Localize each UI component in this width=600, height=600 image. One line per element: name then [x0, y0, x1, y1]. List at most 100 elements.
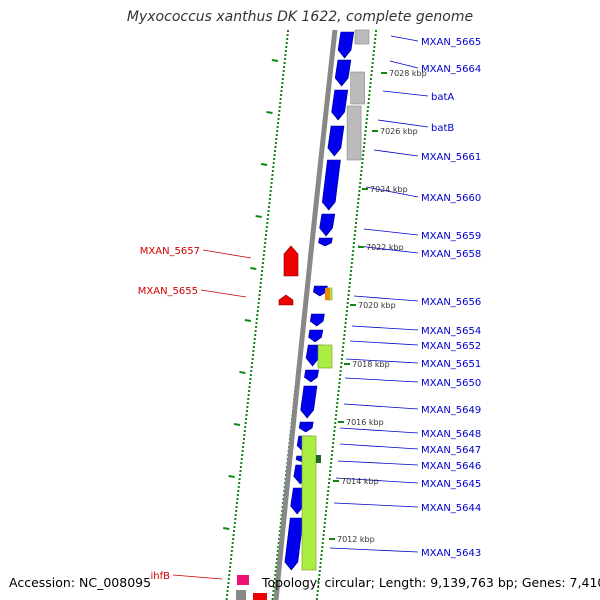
guide-dot-outer-left [280, 90, 283, 92]
forward-gene-arrow[interactable] [308, 329, 324, 343]
forward-gene-arrow[interactable] [298, 421, 314, 433]
gene-label-bata[interactable]: batA [431, 92, 454, 103]
gene-label-mxan_5655[interactable]: MXAN_5655 [138, 286, 198, 297]
guide-dot-outer-left [286, 34, 289, 36]
gene-label-mxan_5664[interactable]: MXAN_5664 [421, 64, 481, 75]
guide-dot-outer-left [228, 574, 231, 576]
guide-dot-outer-right [319, 562, 322, 564]
gene-label-mxan_5658[interactable]: MXAN_5658 [421, 249, 481, 260]
gene-label-mxan_5652[interactable]: MXAN_5652 [421, 341, 481, 352]
gene-label-mxan_5661[interactable]: MXAN_5661 [421, 152, 481, 163]
guide-dot-outer-right [360, 166, 363, 168]
guide-dot-outer-left [246, 402, 249, 404]
guide-dot-outer-right [346, 306, 349, 308]
guide-dot-outer-left [264, 242, 267, 244]
gene-label-mxan_5650[interactable]: MXAN_5650 [421, 378, 481, 389]
guide-dot-outer-left [235, 506, 238, 508]
gray-gene-block[interactable] [346, 105, 362, 161]
guide-dot-inner-left [272, 594, 275, 596]
forward-gene-arrow[interactable] [331, 89, 349, 121]
guide-dot-outer-right [348, 286, 351, 288]
orange-feature-block[interactable] [325, 288, 330, 300]
forward-gene-arrow[interactable] [309, 313, 325, 327]
label-leader-line [200, 289, 247, 298]
guide-dot-outer-left [250, 370, 253, 372]
guide-dot-outer-left [242, 438, 245, 440]
label-leader-line [357, 245, 419, 254]
guide-dot-outer-right [340, 362, 343, 364]
accession-text: Accession: NC_008095 [9, 575, 152, 590]
guide-dot-outer-right [342, 342, 345, 344]
guide-dot-outer-left [263, 250, 266, 252]
gene-label-mxan_5646[interactable]: MXAN_5646 [421, 461, 481, 472]
guide-dot-outer-right [328, 478, 331, 480]
gene-label-mxan_5645[interactable]: MXAN_5645 [421, 479, 481, 490]
gene-label-mxan_5659[interactable]: MXAN_5659 [421, 231, 481, 242]
forward-gene-arrow[interactable] [318, 237, 333, 247]
guide-dot-outer-left [277, 114, 280, 116]
guide-dot-outer-left [233, 522, 236, 524]
forward-gene-arrow[interactable] [313, 285, 328, 297]
guide-dot-outer-left [282, 74, 285, 76]
reverse-gene-arrow[interactable] [283, 245, 299, 277]
guide-tick [228, 475, 235, 478]
guide-dot-outer-left [245, 410, 248, 412]
guide-dot-outer-right [345, 314, 348, 316]
guide-dot-outer-right [366, 114, 369, 116]
guide-dot-outer-right [368, 94, 371, 96]
guide-dot-outer-right [361, 162, 364, 164]
green-feature-block[interactable] [317, 344, 333, 369]
gene-label-mxan_5648[interactable]: MXAN_5648 [421, 429, 481, 440]
guide-dot-outer-right [333, 426, 336, 428]
gene-label-mxan_5657[interactable]: MXAN_5657 [140, 246, 200, 257]
guide-dot-outer-right [340, 366, 343, 368]
dark-feature-block[interactable] [316, 455, 321, 463]
reverse-gene-block[interactable] [253, 593, 267, 600]
gene-label-mxan_5654[interactable]: MXAN_5654 [421, 326, 481, 337]
guide-dot-outer-left [259, 286, 262, 288]
pink-gene-block[interactable] [237, 575, 249, 585]
forward-gene-arrow[interactable] [337, 31, 355, 59]
forward-gene-arrow[interactable] [284, 517, 304, 571]
gene-label-mxan_5660[interactable]: MXAN_5660 [421, 193, 481, 204]
guide-dot-outer-left [237, 490, 240, 492]
guide-dot-outer-right [321, 546, 324, 548]
guide-dot-outer-right [358, 186, 361, 188]
gene-label-mxan_5649[interactable]: MXAN_5649 [421, 405, 481, 416]
gene-label-ihfb[interactable]: ihfB [151, 571, 171, 582]
guide-dot-inner-left [274, 574, 277, 576]
guide-dot-outer-right [369, 82, 372, 84]
guide-dot-outer-left [253, 338, 256, 340]
forward-gene-arrow[interactable] [327, 125, 345, 157]
reverse-gene-arrow[interactable] [278, 294, 294, 306]
guide-dot-inner-left [280, 514, 283, 516]
guide-dot-outer-left [241, 450, 244, 452]
forward-gene-arrow[interactable] [334, 59, 352, 87]
guide-dot-outer-right [339, 370, 342, 372]
gene-label-mxan_5643[interactable]: MXAN_5643 [421, 548, 481, 559]
forward-gene-arrow[interactable] [304, 369, 319, 383]
forward-gene-arrow[interactable] [319, 213, 336, 237]
guide-dot-outer-left [232, 534, 235, 536]
gray-gene-block[interactable] [354, 29, 370, 45]
forward-gene-arrow[interactable] [300, 385, 318, 419]
forward-gene-arrow[interactable] [321, 159, 341, 211]
gene-label-mxan_5665[interactable]: MXAN_5665 [421, 37, 481, 48]
guide-dot-inner-left [273, 582, 276, 584]
guide-dot-outer-right [329, 470, 332, 472]
gray-gene-block[interactable] [236, 590, 246, 600]
gene-label-mxan_5644[interactable]: MXAN_5644 [421, 503, 481, 514]
gene-label-mxan_5656[interactable]: MXAN_5656 [421, 297, 481, 308]
guide-dot-outer-right [372, 58, 375, 60]
guide-dot-outer-right [335, 414, 338, 416]
guide-dot-outer-right [317, 586, 320, 588]
green-feature-block[interactable] [301, 435, 317, 571]
gray-gene-block[interactable] [350, 71, 365, 105]
guide-dot-outer-right [322, 534, 325, 536]
gene-label-mxan_5651[interactable]: MXAN_5651 [421, 359, 481, 370]
gene-label-batb[interactable]: batB [431, 123, 454, 134]
guide-dot-outer-left [269, 190, 272, 192]
guide-dot-outer-right [353, 238, 356, 240]
gene-label-mxan_5647[interactable]: MXAN_5647 [421, 445, 481, 456]
